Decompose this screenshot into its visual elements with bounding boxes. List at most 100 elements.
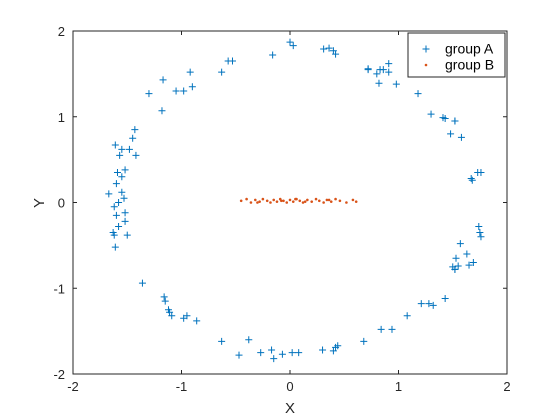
data-point-group-a: [188, 83, 196, 91]
series-group-b: [239, 197, 358, 204]
data-point-group-a: [465, 261, 473, 269]
data-point-group-a: [118, 188, 126, 196]
data-point-group-a: [115, 199, 123, 206]
data-point-group-a: [228, 57, 236, 65]
data-point-group-a: [373, 70, 381, 78]
data-point-group-a: [286, 38, 294, 46]
data-point-group-a: [377, 325, 385, 333]
data-point-group-a: [112, 211, 120, 219]
data-point-group-a: [467, 174, 475, 182]
data-point-group-a: [477, 168, 485, 176]
data-point-group-a: [115, 223, 123, 231]
data-point-group-b: [322, 201, 325, 204]
data-point-group-b: [288, 198, 292, 202]
data-point-group-b: [317, 199, 321, 203]
x-tick-label: 1: [395, 379, 402, 394]
data-point-group-a: [183, 312, 191, 320]
data-point-group-a: [379, 66, 387, 74]
data-point-group-a: [110, 203, 118, 211]
data-point-group-b: [334, 197, 337, 201]
data-point-group-a: [385, 60, 393, 68]
data-point-group-b: [338, 199, 342, 203]
data-point-group-a: [129, 134, 137, 142]
data-point-group-a: [332, 50, 340, 58]
data-point-group-a: [457, 133, 465, 141]
legend-box: [407, 32, 506, 78]
data-point-group-a: [123, 231, 131, 239]
data-point-group-a: [121, 217, 129, 225]
y-axis-ticks: [73, 30, 507, 375]
x-axis-tick-labels: -2 -1 0 1 2: [67, 379, 510, 394]
data-point-group-b: [285, 201, 289, 204]
data-point-group-a: [121, 166, 129, 174]
data-point-group-a: [414, 90, 422, 98]
data-point-group-a: [451, 265, 459, 273]
data-point-group-a: [110, 231, 118, 239]
data-point-group-a: [417, 300, 425, 308]
data-point-group-a: [334, 342, 342, 350]
y-tick-label: -2: [53, 367, 65, 382]
data-point-group-a: [269, 51, 277, 59]
y-tick-label: 1: [58, 110, 65, 125]
x-tick-label: -2: [67, 379, 79, 394]
data-point-group-b: [291, 200, 295, 203]
data-point-group-a: [118, 145, 126, 153]
y-tick-label: 2: [58, 24, 65, 39]
data-point-group-a: [278, 350, 286, 358]
data-point-group-a: [245, 336, 253, 344]
data-point-group-a: [452, 254, 460, 262]
data-point-group-a: [111, 141, 119, 149]
x-axis-label: X: [285, 400, 295, 417]
data-point-group-b: [298, 199, 302, 203]
data-point-group-a: [113, 168, 121, 176]
data-point-group-a: [441, 295, 449, 303]
legend-label-group-a: group A: [445, 41, 494, 57]
data-point-group-a: [116, 151, 124, 159]
data-point-group-a: [451, 117, 459, 125]
data-point-group-b: [272, 198, 276, 202]
data-point-group-a: [364, 65, 372, 73]
data-point-group-a: [235, 351, 243, 359]
data-point-group-a: [125, 145, 133, 153]
data-point-group-a: [218, 68, 226, 76]
data-point-group-a: [439, 114, 447, 122]
data-point-group-b: [239, 199, 243, 203]
data-point-group-a: [476, 229, 484, 237]
data-point-group-b: [258, 200, 261, 203]
data-point-group-a: [121, 209, 129, 217]
data-point-group-a: [158, 107, 166, 115]
data-point-group-b: [345, 201, 348, 204]
data-point-group-a: [295, 349, 303, 357]
data-point-group-a: [257, 349, 265, 357]
data-point-group-a: [145, 90, 153, 98]
y-axis-label: Y: [31, 198, 48, 208]
data-point-group-a: [319, 346, 327, 354]
legend-marker-group-b: [424, 63, 428, 67]
data-point-group-a: [180, 87, 188, 95]
legend: group A group B: [407, 32, 506, 78]
data-point-group-a: [132, 151, 140, 159]
data-point-group-b: [280, 199, 283, 203]
data-point-group-b: [314, 197, 318, 201]
data-point-group-a: [138, 279, 146, 287]
data-point-group-a: [375, 79, 383, 87]
data-point-group-a: [105, 190, 113, 198]
data-point-group-a: [456, 240, 464, 248]
y-tick-label: 0: [58, 196, 65, 211]
data-point-group-a: [186, 68, 194, 76]
data-point-group-a: [289, 42, 297, 50]
data-point-group-a: [288, 349, 296, 357]
data-point-group-b: [310, 200, 314, 203]
data-point-group-a: [325, 44, 333, 52]
data-point-group-a: [427, 110, 435, 118]
y-axis-tick-labels: -2 -1 0 1 2: [53, 24, 65, 382]
data-point-group-b: [265, 199, 269, 203]
data-point-group-b: [351, 198, 355, 202]
data-point-group-b: [275, 200, 279, 203]
data-point-group-a: [111, 243, 119, 251]
data-point-group-b: [306, 198, 309, 202]
data-point-group-a: [392, 80, 400, 88]
data-point-group-b: [325, 198, 329, 202]
data-point-group-a: [403, 312, 411, 320]
